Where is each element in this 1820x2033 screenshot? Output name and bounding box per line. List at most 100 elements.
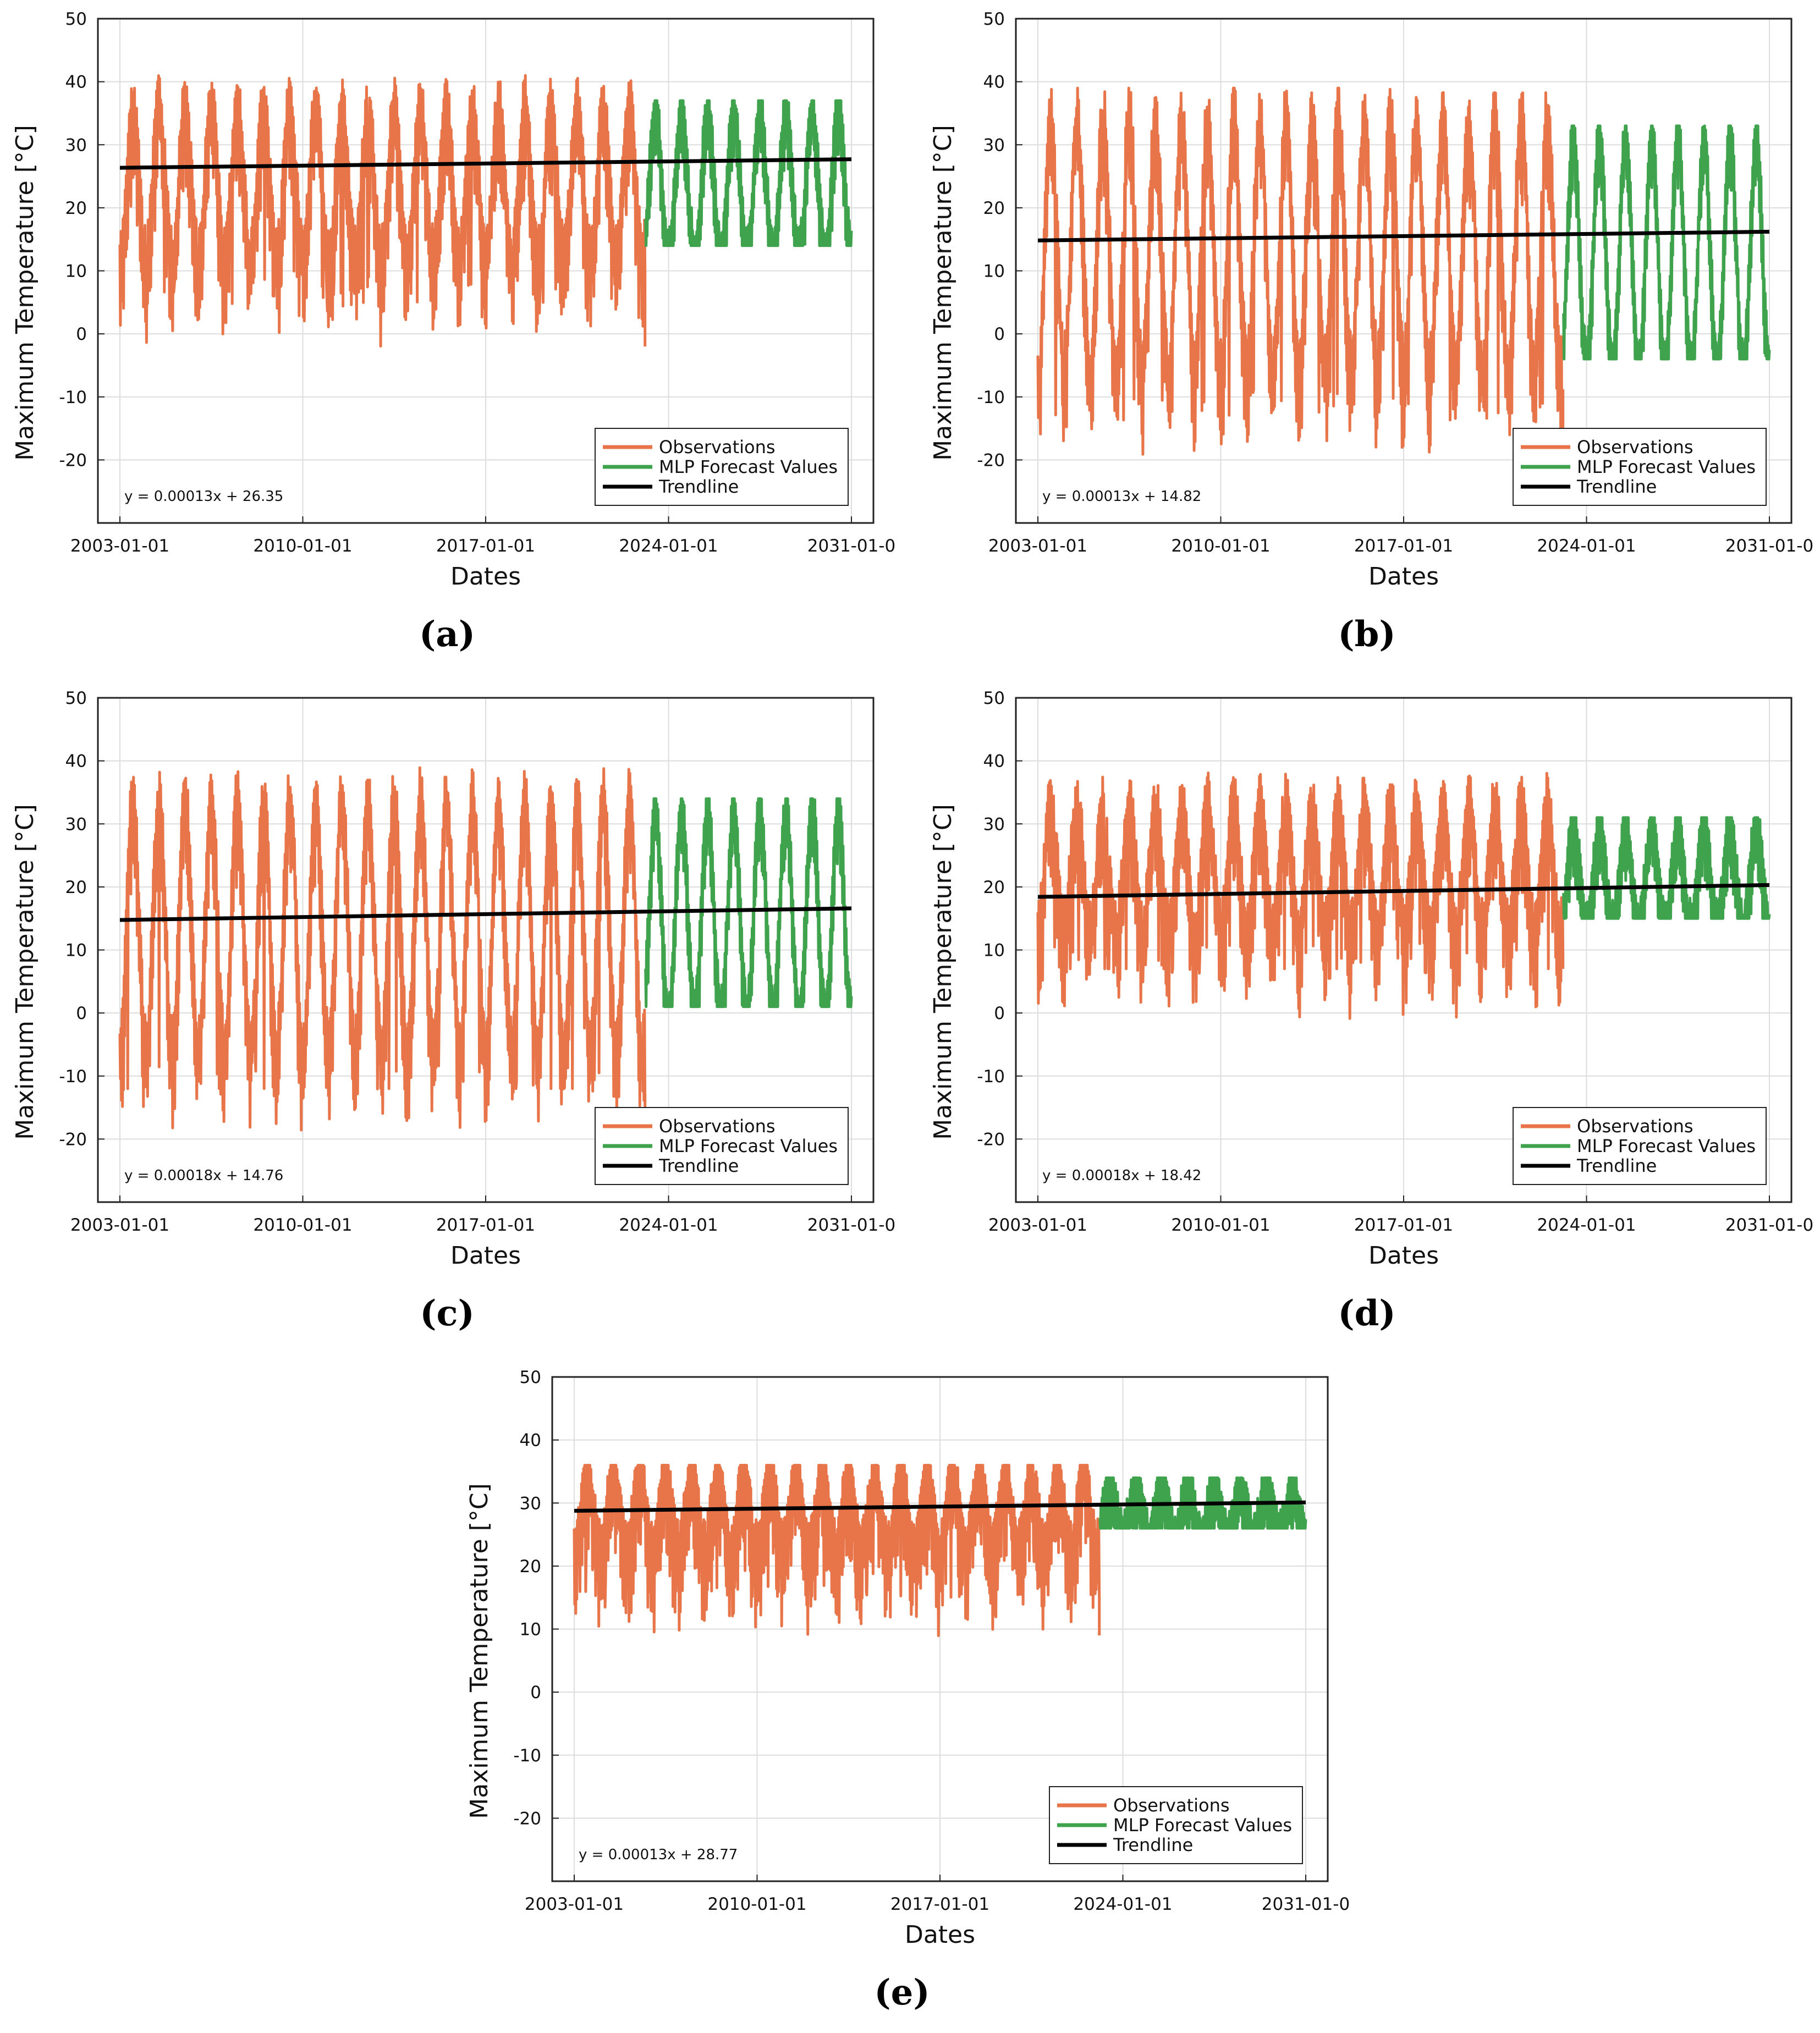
y-tick-label: -20: [513, 1809, 541, 1828]
legend-label: Observations: [659, 1116, 776, 1137]
y-axis-title: Maximum Temperature [°C]: [11, 125, 39, 461]
trend-equation: y = 0.00013x + 14.82: [1042, 488, 1201, 505]
y-tick-label: -10: [513, 1746, 541, 1766]
legend-label: Trendline: [658, 476, 739, 497]
y-tick-label: 20: [65, 878, 87, 897]
y-tick-label: 0: [76, 324, 87, 344]
legend-label: Trendline: [1576, 476, 1657, 497]
chart-panel-c: -20 -10 0 10 20 30 40 50 2003-01-01 2010-01-01 201…: [11, 688, 895, 1334]
x-tick-label: 2017-01-01: [436, 1215, 535, 1235]
x-tick-label: 2010-01-01: [253, 1215, 352, 1235]
y-tick-label: 40: [983, 73, 1005, 92]
series-trendline: [1037, 883, 1770, 899]
series-observations: [1036, 86, 1565, 479]
y-tick-label: 0: [76, 1004, 87, 1023]
y-tick-label: -20: [59, 450, 87, 470]
y-axis-title: Maximum Temperature [°C]: [929, 804, 957, 1140]
x-tick-label: 2010-01-01: [253, 536, 352, 556]
y-tick-label: -20: [977, 450, 1005, 470]
x-tick-label: 2024-01-01: [1073, 1894, 1172, 1914]
legend-label: Observations: [1113, 1795, 1230, 1816]
y-tick-label: 50: [983, 9, 1005, 29]
panel-caption: (b): [1338, 614, 1395, 655]
x-tick-label: 2003-01-01: [70, 536, 169, 556]
legend-label: MLP Forecast Values: [1577, 456, 1756, 477]
x-tick-label: 2017-01-01: [436, 536, 535, 556]
y-tick-label: 20: [983, 199, 1005, 218]
x-axis-title: Dates: [1368, 563, 1439, 591]
y-tick-label: 50: [983, 688, 1005, 708]
x-tick-label: 2031-01-0: [807, 1215, 895, 1235]
x-tick-label: 2024-01-01: [619, 536, 718, 556]
y-tick-label: 20: [983, 878, 1005, 897]
y-tick-label: 40: [65, 73, 87, 92]
y-tick-label: -10: [59, 388, 87, 407]
x-tick-label: 2031-01-0: [807, 536, 895, 556]
legend-label: MLP Forecast Values: [659, 456, 838, 477]
y-tick-label: -10: [977, 1067, 1005, 1087]
y-tick-label: 50: [65, 688, 87, 708]
x-tick-label: 2017-01-01: [890, 1894, 989, 1914]
series-mlp-forecast: [1562, 124, 1771, 361]
chart-panel-b: -20 -10 0 10 20 30 40 50 2003-01-01 2010-01-01 201…: [929, 9, 1813, 655]
y-axis-title: Maximum Temperature [°C]: [465, 1483, 493, 1819]
y-tick-label: 50: [65, 9, 87, 29]
series-observations: [1036, 772, 1565, 1020]
x-tick-label: 2024-01-01: [1537, 1215, 1636, 1235]
series-trendline: [1037, 229, 1770, 243]
panel-caption: (e): [874, 1972, 930, 2013]
y-tick-label: 0: [530, 1683, 541, 1703]
chart-panel-d: -20 -10 0 10 20 30 40 50 2003-01-01 2010-01-01 201…: [929, 688, 1813, 1334]
series-trendline: [119, 157, 852, 170]
y-tick-label: 30: [983, 814, 1005, 834]
y-tick-label: 40: [65, 752, 87, 772]
series-trendline: [119, 906, 852, 922]
y-tick-label: 40: [983, 752, 1005, 772]
y-axis-title: Maximum Temperature [°C]: [11, 804, 39, 1140]
y-tick-label: 20: [520, 1557, 541, 1577]
y-tick-label: -20: [977, 1130, 1005, 1149]
legend-label: Observations: [1577, 437, 1693, 458]
y-axis-title: Maximum Temperature [°C]: [929, 125, 957, 461]
y-tick-label: 0: [994, 324, 1005, 344]
panel-caption: (d): [1338, 1293, 1395, 1334]
legend-label: Trendline: [1113, 1834, 1193, 1855]
y-tick-label: 30: [520, 1494, 541, 1513]
x-tick-label: 2024-01-01: [619, 1215, 718, 1235]
y-tick-label: 0: [994, 1004, 1005, 1023]
legend-label: MLP Forecast Values: [659, 1136, 838, 1156]
y-tick-label: 40: [520, 1431, 541, 1451]
series-observations: [118, 74, 647, 348]
series-mlp-forecast: [644, 797, 853, 1009]
y-tick-label: -10: [59, 1067, 87, 1087]
trend-equation: y = 0.00013x + 28.77: [579, 1847, 738, 1863]
series-mlp-forecast: [644, 99, 853, 247]
y-tick-label: -10: [977, 388, 1005, 407]
chart-panel-a: -20 -10 0 10 20 30 40 50 2003-01-01 2010-01-01 201…: [11, 9, 895, 655]
y-tick-label: 30: [65, 135, 87, 155]
x-tick-label: 2010-01-01: [707, 1894, 806, 1914]
legend-label: MLP Forecast Values: [1577, 1136, 1756, 1156]
x-tick-label: 2017-01-01: [1354, 536, 1453, 556]
x-tick-label: 2010-01-01: [1171, 1215, 1270, 1235]
y-tick-label: -20: [59, 1130, 87, 1149]
x-axis-title: Dates: [905, 1921, 975, 1949]
chart-panel-e: -20 -10 0 10 20 30 40 50 2003-01-01 2010-01-01 201…: [465, 1368, 1350, 2013]
y-tick-label: 10: [65, 941, 87, 961]
x-axis-title: Dates: [450, 563, 521, 591]
x-tick-label: 2003-01-01: [70, 1215, 169, 1235]
x-tick-label: 2003-01-01: [988, 1215, 1087, 1235]
legend-label: MLP Forecast Values: [1113, 1815, 1292, 1836]
y-tick-label: 10: [520, 1620, 541, 1640]
x-tick-label: 2010-01-01: [1171, 536, 1270, 556]
y-tick-label: 50: [520, 1368, 541, 1387]
y-tick-label: 10: [983, 262, 1005, 282]
series-mlp-forecast: [1562, 816, 1771, 920]
x-tick-label: 2003-01-01: [525, 1894, 624, 1914]
